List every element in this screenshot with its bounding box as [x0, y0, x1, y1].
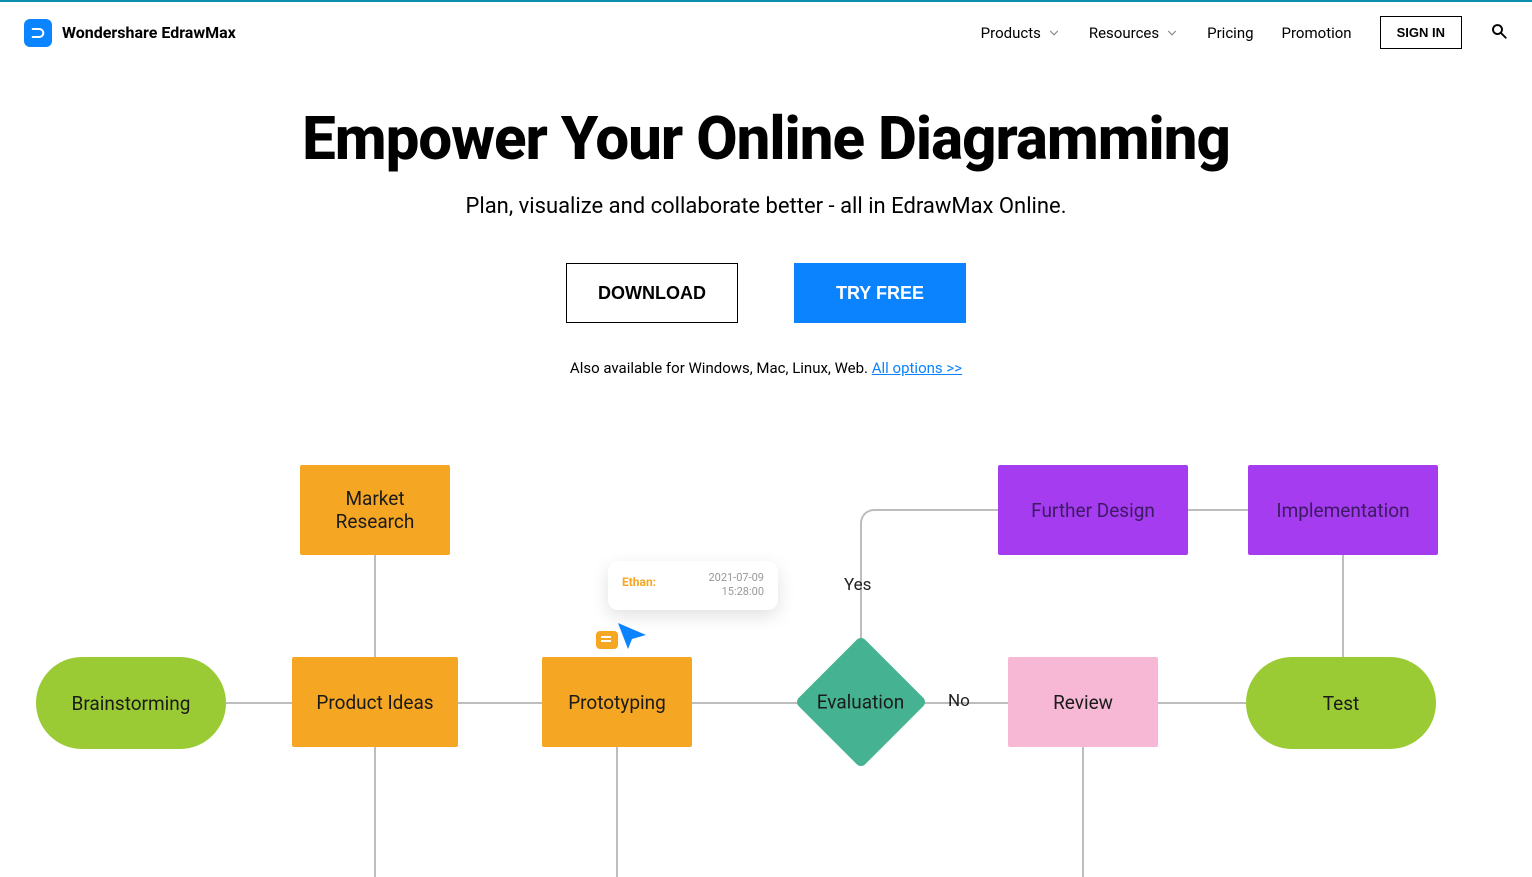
try-free-button[interactable]: TRY FREE: [794, 263, 966, 323]
all-options-link[interactable]: All options >>: [872, 359, 962, 377]
node-brainstorming: Brainstorming: [36, 657, 226, 749]
edge-label-yes: Yes: [844, 575, 871, 595]
download-button[interactable]: DOWNLOAD: [566, 263, 738, 323]
page-subtitle: Plan, visualize and collaborate better -…: [20, 194, 1512, 219]
cursor-icon: [616, 621, 650, 651]
connector: [616, 747, 618, 877]
chevron-down-icon: [1165, 26, 1179, 40]
comment-author: Ethan:: [622, 575, 656, 589]
node-evaluation: Evaluation: [795, 636, 928, 769]
availability-prefix: Also available for Windows, Mac, Linux, …: [570, 359, 872, 377]
brand[interactable]: Wondershare EdrawMax: [24, 19, 236, 47]
connector: [374, 747, 376, 877]
connector: [1158, 702, 1246, 704]
connector: [860, 509, 1000, 639]
node-prototyping: Prototyping: [542, 657, 692, 747]
node-test: Test: [1246, 657, 1436, 749]
node-product-ideas: Product Ideas: [292, 657, 458, 747]
chat-icon: [596, 631, 618, 649]
logo-icon: [24, 19, 52, 47]
signin-button[interactable]: SIGN IN: [1380, 16, 1462, 49]
nav-label: Resources: [1089, 24, 1159, 42]
cta-row: DOWNLOAD TRY FREE: [20, 263, 1512, 323]
connector: [1188, 509, 1248, 511]
connector: [1342, 555, 1344, 657]
page-title: Empower Your Online Diagramming: [20, 103, 1512, 174]
hero-diagram: Yes No Brainstorming Market Research Pro…: [36, 457, 1496, 877]
nav-right: Products Resources Pricing Promotion SIG…: [981, 16, 1508, 49]
nav-item-pricing[interactable]: Pricing: [1207, 24, 1253, 42]
search-icon[interactable]: [1490, 22, 1508, 44]
comment-meta: 2021-07-0915:28:00: [708, 571, 764, 600]
brand-name: Wondershare EdrawMax: [62, 23, 236, 42]
nav-label: Promotion: [1282, 24, 1352, 42]
node-market-research: Market Research: [300, 465, 450, 555]
connector: [692, 702, 800, 704]
node-further-design: Further Design: [998, 465, 1188, 555]
connector: [1082, 747, 1084, 877]
connector: [458, 702, 542, 704]
chevron-down-icon: [1047, 26, 1061, 40]
node-review: Review: [1008, 657, 1158, 747]
hero: Empower Your Online Diagramming Plan, vi…: [0, 63, 1532, 397]
nav-label: Pricing: [1207, 24, 1253, 42]
comment-card: Ethan: 2021-07-0915:28:00: [608, 561, 778, 610]
nav-label: Products: [981, 24, 1041, 42]
connector: [374, 555, 376, 657]
edge-label-no: No: [948, 691, 970, 711]
nav-item-promotion[interactable]: Promotion: [1282, 24, 1352, 42]
navbar: Wondershare EdrawMax Products Resources …: [0, 2, 1532, 63]
nav-item-products[interactable]: Products: [981, 24, 1061, 42]
nav-item-resources[interactable]: Resources: [1089, 24, 1179, 42]
availability-text: Also available for Windows, Mac, Linux, …: [20, 359, 1512, 377]
connector: [226, 702, 292, 704]
node-implementation: Implementation: [1248, 465, 1438, 555]
